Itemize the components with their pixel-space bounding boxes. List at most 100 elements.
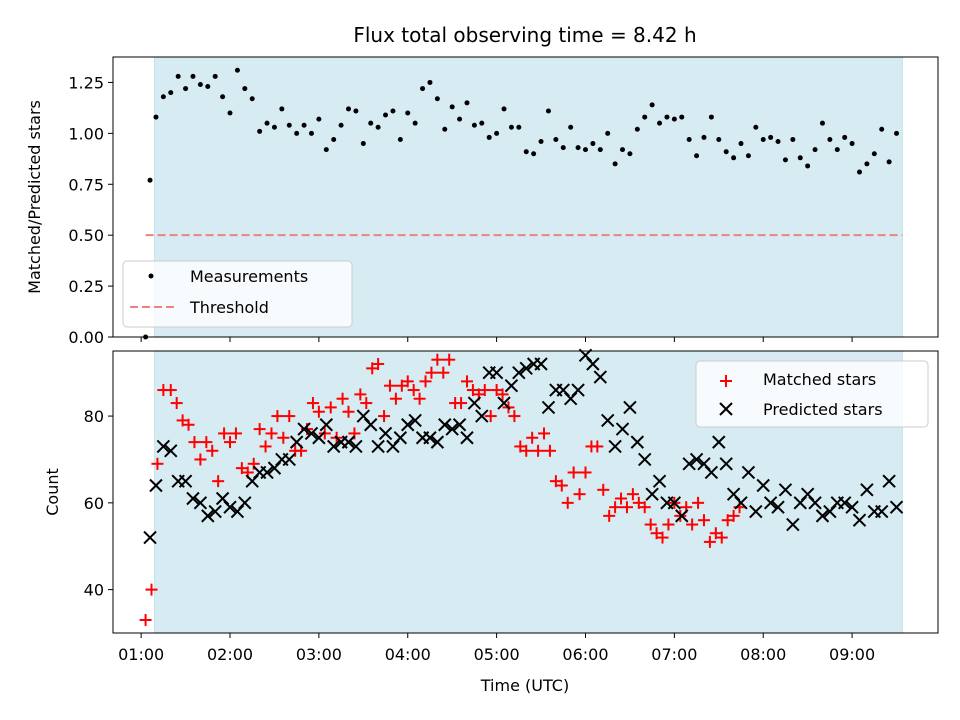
measurement-point [442,126,448,132]
measurement-point [147,177,153,183]
matched-star-point [378,410,391,423]
predicted-star-point [445,422,459,436]
measurement-point [842,134,848,140]
predicted-star-point [652,474,667,488]
predicted-star-point [289,435,304,449]
measurement-point [301,122,307,128]
measurements-points [143,67,900,340]
matched-star-point [431,353,444,366]
predicted-star-point [712,435,726,449]
legend-predicted-label: Predicted stars [763,400,883,419]
top-y-tick-label: 1.00 [68,124,104,143]
predicted-star-point [178,474,193,488]
matched-star-point [194,453,207,466]
measurement-point [168,90,174,96]
measurement-point [234,67,240,73]
measurement-point [723,149,729,155]
matched-star-point [336,392,349,405]
measurement-point [864,161,870,167]
matched-star-point [139,613,152,626]
matched-star-point [686,518,699,531]
measurement-point [197,81,203,87]
top-y-tick-label: 1.25 [68,73,104,92]
measurement-point [694,153,700,159]
predicted-star-point [845,500,859,514]
measurement-point [879,126,885,132]
bottom-legend: Matched stars Predicted stars [695,360,929,428]
measurement-point [227,110,233,116]
measurement-point [420,86,426,92]
matched-star-point [360,397,373,410]
top-y-ticks: 0.00 0.25 0.50 0.75 1.00 1.25 [68,73,113,347]
predicted-star-point [608,439,622,454]
measurement-point [620,147,626,153]
top-y-tick-label: 0.00 [68,328,104,347]
measurement-point [797,155,803,161]
matched-star-point [443,353,456,366]
bottom-y-tick-label: 40 [84,581,104,600]
matched-star-point [437,366,450,379]
measurement-point [383,112,389,118]
matched-star-point [283,410,296,423]
matched-star-point [182,418,195,431]
x-tick-label: 08:00 [740,645,786,664]
top-y-tick-label: 0.50 [68,226,104,245]
bottom-y-tick-label: 60 [84,494,104,513]
matched-star-point [697,514,710,527]
measurement-point [805,163,811,169]
matched-star-point [567,466,580,479]
bottom-y-ticks: 40 60 80 [84,407,113,600]
matched-star-point [389,392,402,405]
count-panel: 40 60 80 01:00 02:00 03:00 04:00 05:00 06:00 07:… [43,348,939,695]
measurement-point [642,114,648,120]
measurement-point [790,136,796,142]
predicted-star-point [734,496,748,510]
predicted-star-point [460,431,474,445]
predicted-star-point [571,383,585,397]
matched-star-point [218,427,231,440]
measurement-point [649,102,655,108]
predicted-star-point [319,418,333,432]
matched-star-point [662,518,675,531]
predicted-star-point [341,435,356,449]
measurement-point [405,110,411,116]
ratio-panel: 0.00 0.25 0.50 0.75 1.00 1.25 Flux total obse… [25,23,939,347]
predicted-star-point [156,439,171,454]
matched-star-point [555,479,568,492]
measurement-point [708,114,714,120]
measurement-point [427,79,433,85]
predicted-star-point [238,496,252,510]
measurement-point [871,151,877,157]
measurement-point [153,114,159,120]
matched-star-point [703,535,716,548]
predicted-star-point [312,431,326,445]
measurement-point [464,100,470,106]
predicted-star-point [875,504,889,519]
predicted-star-point [860,483,874,497]
legend-threshold-label: Threshold [189,298,269,317]
legend-matched-label: Matched stars [763,370,876,389]
matched-star-point [638,501,651,514]
matched-star-point [561,496,574,509]
bottom-y-tick-label: 80 [84,407,104,426]
matched-star-point [620,501,633,514]
predicted-star-point [689,452,704,467]
predicted-star-point [534,357,548,371]
measurement-point [183,86,189,92]
measurement-point [412,120,418,126]
measurement-point [220,94,226,100]
predicted-star-point [401,418,415,432]
matched-star-point [455,397,468,410]
matched-star-point [206,444,219,457]
predicted-star-point [778,483,793,497]
measurement-point [323,147,329,153]
predicted-star-point [682,457,696,471]
predicted-star-point [452,418,467,432]
matched-star-point [715,531,728,544]
top-y-tick-label: 0.75 [68,175,104,194]
measurement-point [531,151,537,157]
measurement-point [745,153,751,159]
measurement-point [686,136,692,142]
measurement-point [360,141,366,147]
measurement-point [545,108,551,114]
